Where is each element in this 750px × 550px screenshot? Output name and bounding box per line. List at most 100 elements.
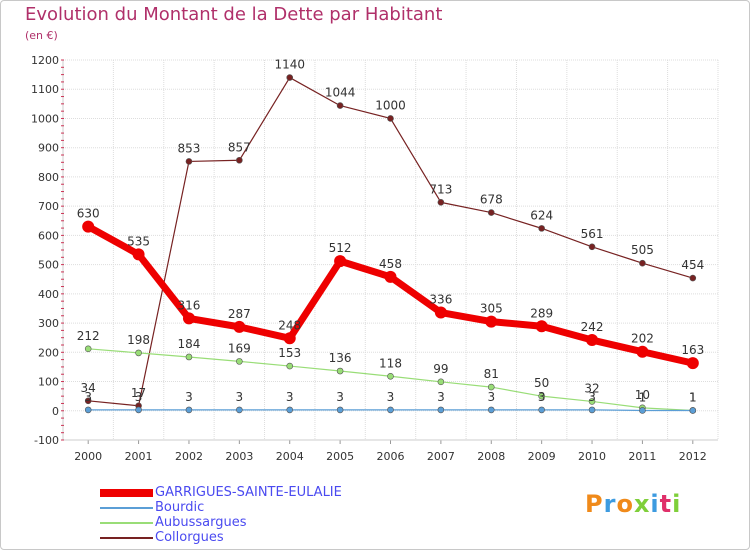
data-label-collorgues: 505 [631, 243, 654, 257]
data-label-collorgues: 561 [581, 227, 604, 241]
x-tick-label: 2001 [125, 450, 153, 463]
data-label-bourdic: 3 [588, 390, 596, 404]
data-label-aubussargues: 169 [228, 341, 251, 355]
point-garrigues-sainte-eulalie [384, 270, 397, 283]
point-aubussargues [185, 353, 193, 361]
x-tick-label: 2009 [528, 450, 556, 463]
point-bourdic [588, 406, 596, 414]
data-label-aubussargues: 81 [484, 367, 499, 381]
legend-label: Collorgues [155, 530, 224, 545]
data-label-bourdic: 3 [387, 390, 395, 404]
data-label-garrigues-sainte-eulalie: 289 [530, 306, 553, 320]
point-bourdic [336, 406, 344, 414]
point-aubussargues [336, 367, 344, 375]
data-label-collorgues: 853 [178, 141, 201, 155]
data-label-garrigues-sainte-eulalie: 535 [127, 234, 150, 248]
point-collorgues [185, 158, 193, 165]
y-tick-label: 900 [38, 142, 59, 155]
y-tick-label: 1100 [31, 83, 59, 96]
y-tick-label: 1200 [31, 54, 59, 67]
axes: -100010020030040050060070080090010001100… [31, 54, 718, 463]
data-label-aubussargues: 99 [433, 362, 448, 376]
data-label-bourdic: 3 [487, 390, 495, 404]
point-bourdic [387, 406, 394, 414]
legend-label: GARRIGUES-SAINTE-EULALIE [155, 485, 342, 500]
data-label-collorgues: 454 [681, 258, 704, 272]
data-label-garrigues-sainte-eulalie: 316 [178, 298, 201, 312]
data-label-garrigues-sainte-eulalie: 242 [581, 320, 604, 334]
point-garrigues-sainte-eulalie [233, 320, 246, 333]
point-aubussargues [236, 358, 243, 365]
x-tick-label: 2010 [578, 450, 606, 463]
data-label-garrigues-sainte-eulalie: 336 [429, 293, 452, 307]
point-garrigues-sainte-eulalie [636, 345, 649, 358]
legend-swatch [100, 521, 153, 524]
point-garrigues-sainte-eulalie [485, 315, 498, 328]
data-label-garrigues-sainte-eulalie: 512 [329, 241, 352, 255]
x-tick-label: 2003 [225, 450, 253, 463]
point-aubussargues [84, 345, 92, 353]
data-label-aubussargues: 118 [379, 356, 402, 370]
data-label-bourdic: 3 [135, 390, 143, 404]
point-aubussargues [437, 378, 445, 386]
point-bourdic [639, 407, 646, 414]
point-garrigues-sainte-eulalie [686, 357, 699, 370]
point-bourdic [236, 406, 243, 414]
point-bourdic [185, 406, 193, 414]
point-garrigues-sainte-eulalie [283, 332, 296, 345]
point-bourdic [689, 407, 697, 414]
y-tick-label: 500 [38, 259, 59, 272]
point-aubussargues [538, 392, 545, 400]
point-bourdic [437, 406, 445, 414]
y-tick-label: 1000 [31, 112, 59, 125]
data-label-aubussargues: 10 [635, 388, 650, 402]
point-collorgues [487, 209, 495, 216]
point-garrigues-sainte-eulalie [182, 312, 195, 325]
data-label-collorgues: 713 [429, 182, 452, 196]
point-aubussargues [588, 398, 596, 405]
point-garrigues-sainte-eulalie [132, 248, 145, 261]
point-bourdic [538, 406, 545, 414]
point-garrigues-sainte-eulalie [586, 334, 599, 347]
data-label-collorgues: 1044 [325, 86, 356, 100]
y-tick-label: -100 [34, 434, 59, 447]
point-collorgues [286, 74, 294, 81]
x-tick-label: 2012 [679, 450, 707, 463]
data-label-collorgues: 17 [131, 386, 146, 400]
point-aubussargues [387, 372, 394, 380]
data-label-aubussargues: 153 [278, 346, 301, 360]
data-label-bourdic: 3 [437, 390, 445, 404]
x-tick-label: 2007 [427, 450, 455, 463]
data-label-bourdic: 1 [689, 390, 697, 404]
point-bourdic [487, 406, 495, 414]
point-aubussargues [135, 349, 142, 357]
y-tick-label: 800 [38, 171, 59, 184]
y-tick-label: 600 [38, 229, 59, 242]
logo-letter: P [585, 490, 604, 518]
data-label-aubussargues: 198 [127, 333, 150, 347]
point-garrigues-sainte-eulalie [82, 220, 95, 233]
data-label-collorgues: 678 [480, 193, 503, 207]
point-collorgues [236, 156, 243, 164]
data-label-garrigues-sainte-eulalie: 163 [681, 343, 704, 357]
data-labels: 34 17 853 857 1140 1044 1000 713 678 624 561 505 454… [77, 58, 705, 405]
x-tick-label: 2006 [377, 450, 405, 463]
data-label-aubussargues: 184 [178, 337, 201, 351]
point-collorgues [588, 243, 596, 251]
proxiti-logo: Proxiti [585, 490, 681, 518]
y-tick-label: 300 [38, 317, 59, 330]
data-label-aubussargues: 1 [689, 390, 697, 404]
point-garrigues-sainte-eulalie [434, 306, 447, 319]
x-tick-label: 2008 [477, 450, 505, 463]
y-tick-label: 700 [38, 200, 59, 213]
point-bourdic [286, 406, 294, 414]
data-label-aubussargues: 50 [534, 376, 549, 390]
data-label-bourdic: 3 [185, 390, 193, 404]
logo-letter: i [672, 490, 682, 518]
legend-swatch [100, 536, 153, 539]
logo-letter: o [616, 490, 634, 518]
x-tick-label: 2005 [326, 450, 354, 463]
point-collorgues [336, 102, 344, 109]
point-garrigues-sainte-eulalie [334, 255, 347, 268]
